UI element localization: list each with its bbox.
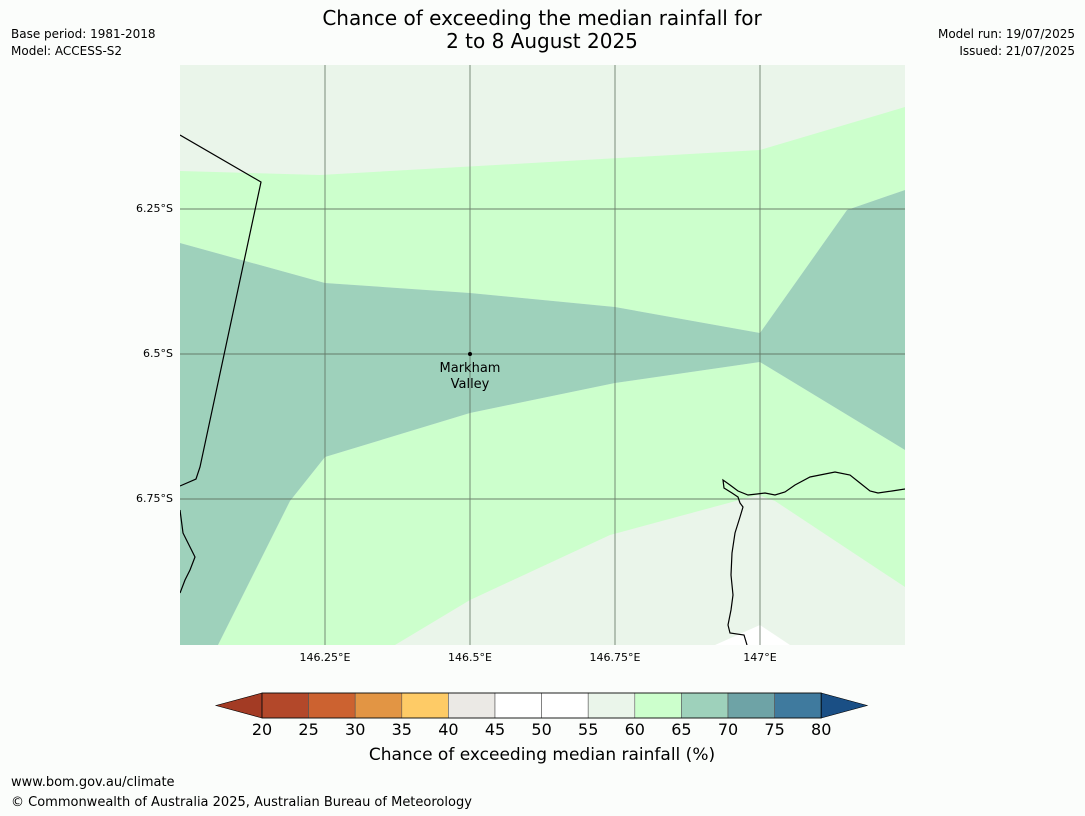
colorbar-arrow-high: [820, 692, 869, 719]
colorbar-arrow-low: [214, 692, 263, 719]
colorbar-segment: [587, 692, 636, 719]
colorbar-tick-label: 55: [578, 720, 598, 739]
graticule: [180, 65, 905, 645]
colorbar-segment: [727, 692, 775, 719]
zone-50-55: [715, 625, 790, 645]
colorbar-ticks: 20 25 30 35 40 45 50 55 60 65 70 75 80: [252, 720, 832, 739]
legend-title: Chance of exceeding median rainfall (%): [368, 745, 716, 765]
title-line-2: 2 to 8 August 2025: [446, 29, 638, 53]
zone-60-65-south: [180, 362, 905, 645]
base-period-text: Base period: 1981-2018: [11, 27, 156, 41]
lon-label-146-75: 146.75°E: [589, 651, 641, 664]
lat-label-6-75: 6.75°S: [136, 492, 173, 505]
colorbar-tick-label: 80: [811, 720, 831, 739]
map-title: Chance of exceeding the median rainfall …: [242, 7, 842, 53]
colorbar-tick-label: 50: [531, 720, 551, 739]
lat-label-6-25: 6.25°S: [136, 202, 173, 215]
colorbar-frame: [261, 692, 822, 719]
lat-label-6-5: 6.5°S: [143, 347, 173, 360]
colorbar-segment: [541, 692, 589, 719]
place-label-line-1: Markham: [440, 361, 501, 376]
colorbar-tick-label: 60: [625, 720, 645, 739]
metadata-right: Model run: 19/07/2025 Issued: 21/07/2025: [938, 26, 1075, 60]
colorbar: [214, 692, 869, 719]
website-link[interactable]: www.bom.gov.au/climate: [11, 775, 175, 790]
coastline: [180, 134, 905, 645]
colorbar-segment: [308, 692, 356, 719]
colorbar-tick-label: 65: [671, 720, 691, 739]
colorbar-segment: [401, 692, 449, 719]
colorbar-segment: [634, 692, 682, 719]
colorbar-tick-label: 30: [345, 720, 365, 739]
copyright-text: © Commonwealth of Australia 2025, Austra…: [11, 795, 472, 810]
zone-65-70: [180, 190, 905, 645]
place-label-line-2: Valley: [451, 377, 490, 392]
zone-60-65-north: [180, 107, 905, 333]
colorbar-tick-label: 20: [252, 720, 272, 739]
colorbar-segment: [774, 692, 822, 719]
metadata-left: Base period: 1981-2018 Model: ACCESS-S2: [11, 26, 156, 60]
model-run-text: Model run: 19/07/2025: [937, 27, 1075, 41]
colorbar-legend: 20 25 30 35 40 45 50 55 60 65 70 75 80: [214, 692, 869, 739]
lon-label-146-25: 146.25°E: [299, 651, 351, 664]
colorbar-tick-label: 35: [392, 720, 412, 739]
colorbar-segment: [261, 692, 309, 719]
colorbar-segment: [681, 692, 729, 719]
lon-label-147: 147°E: [743, 651, 777, 664]
colorbar-segment: [354, 692, 403, 719]
lon-label-146-5: 146.5°E: [448, 651, 492, 664]
issued-text: Issued: 21/07/2025: [959, 44, 1075, 58]
colorbar-tick-label: 45: [485, 720, 505, 739]
rainfall-map: Markham Valley: [180, 65, 905, 645]
colorbar-tick-label: 40: [438, 720, 458, 739]
colorbar-segment: [494, 692, 542, 719]
title-line-1: Chance of exceeding the median rainfall …: [322, 6, 762, 30]
colorbar-tick-label: 25: [298, 720, 318, 739]
place-marker: [468, 352, 472, 356]
colorbar-segment: [448, 692, 496, 719]
model-text: Model: ACCESS-S2: [11, 44, 123, 58]
colorbar-tick-label: 70: [718, 720, 738, 739]
colorbar-tick-label: 75: [764, 720, 784, 739]
